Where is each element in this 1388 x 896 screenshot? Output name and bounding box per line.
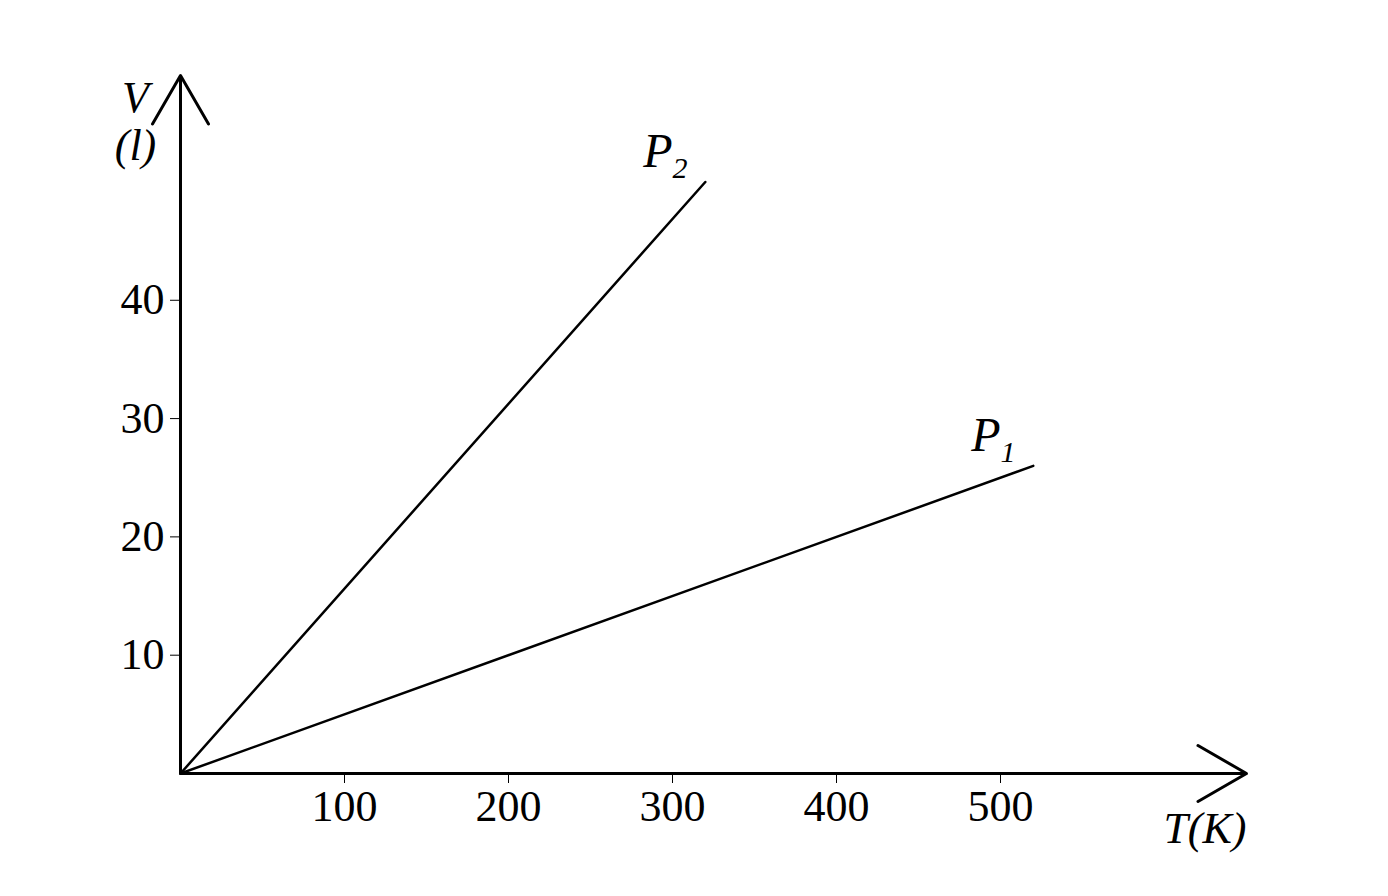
svg-text:40: 40 [121,275,165,324]
svg-text:200: 200 [476,782,542,831]
svg-text:30: 30 [121,394,165,443]
svg-text:T(K): T(K) [1163,804,1246,853]
svg-text:P2: P2 [642,124,687,184]
svg-text:300: 300 [640,782,706,831]
svg-text:V(l): V(l) [115,73,157,170]
svg-text:P1: P1 [970,408,1015,468]
svg-text:400: 400 [804,782,870,831]
svg-text:500: 500 [968,782,1034,831]
svg-text:100: 100 [312,782,378,831]
svg-text:20: 20 [121,512,165,561]
svg-text:10: 10 [121,630,165,679]
